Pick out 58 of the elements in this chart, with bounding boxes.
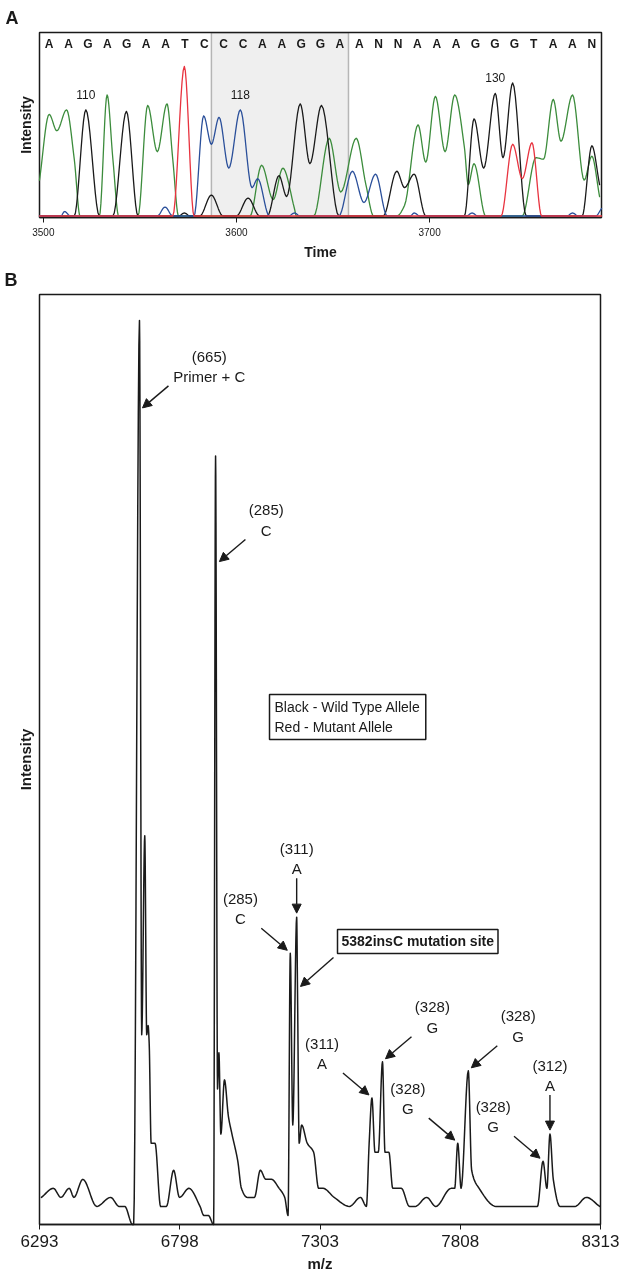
text: C <box>199 36 209 51</box>
text: A <box>64 36 74 51</box>
text: A <box>335 36 345 51</box>
x-tick-label: 6293 <box>20 1231 59 1251</box>
text: A <box>432 36 442 51</box>
text: G <box>83 36 93 51</box>
x-tick-label: 7303 <box>301 1231 339 1251</box>
x-tick-label: 8313 <box>581 1231 620 1251</box>
x-axis-title: Time <box>304 243 337 260</box>
annotation: Black - Wild Type Allele Red - Mutant Allele <box>274 699 420 735</box>
chart-title: B <box>4 269 18 290</box>
text: T <box>181 36 190 51</box>
annotation: 130 <box>485 71 506 86</box>
annotation: (328) G <box>414 998 450 1036</box>
annotation: (328) G <box>390 1079 426 1118</box>
text: N <box>374 36 383 51</box>
text: A <box>277 36 287 51</box>
annotation: (665) Primer + C <box>173 347 246 385</box>
x-tick-label: 3600 <box>225 226 249 238</box>
text: A <box>354 36 364 51</box>
annotation: (312) A <box>532 1056 568 1095</box>
text: A <box>413 36 423 51</box>
annotation: (285) C <box>222 889 258 928</box>
text: A <box>548 36 558 51</box>
text: A <box>102 36 112 51</box>
text: G <box>470 36 481 51</box>
x-axis-title: m/z <box>307 1254 333 1272</box>
x-tick-label: 3700 <box>418 226 442 238</box>
x-tick-label: 6798 <box>160 1231 199 1251</box>
x-tick-label: 3500 <box>32 226 55 238</box>
annotation: (311) A <box>305 1034 340 1072</box>
text: G <box>315 36 326 51</box>
text: A <box>451 36 461 51</box>
annotation: (311) A <box>279 839 314 878</box>
text: N <box>587 36 597 51</box>
chart-title: A <box>5 7 19 28</box>
text: A <box>258 36 268 51</box>
annotation: 5382insC mutation site <box>341 933 495 950</box>
text: G <box>490 36 500 51</box>
annotation: 110 <box>76 87 96 102</box>
annotation: 118 <box>230 87 251 102</box>
text: T <box>530 36 539 51</box>
y-axis-title: Intensity <box>16 728 34 791</box>
text: G <box>296 36 306 51</box>
text: G <box>122 36 132 51</box>
text: C <box>238 36 248 51</box>
annotation: (328) G <box>500 1007 536 1045</box>
text: G <box>509 36 519 51</box>
annotation: (328) G <box>475 1097 511 1136</box>
y-axis-title: Intensity <box>17 96 34 154</box>
x-tick-label: 7808 <box>441 1231 480 1251</box>
text: C <box>219 36 229 51</box>
text: N <box>393 36 403 51</box>
text: A <box>568 36 578 51</box>
text: A <box>161 36 171 51</box>
text: A <box>141 36 151 51</box>
annotation: (285) C <box>248 501 284 539</box>
text: A <box>44 36 54 51</box>
